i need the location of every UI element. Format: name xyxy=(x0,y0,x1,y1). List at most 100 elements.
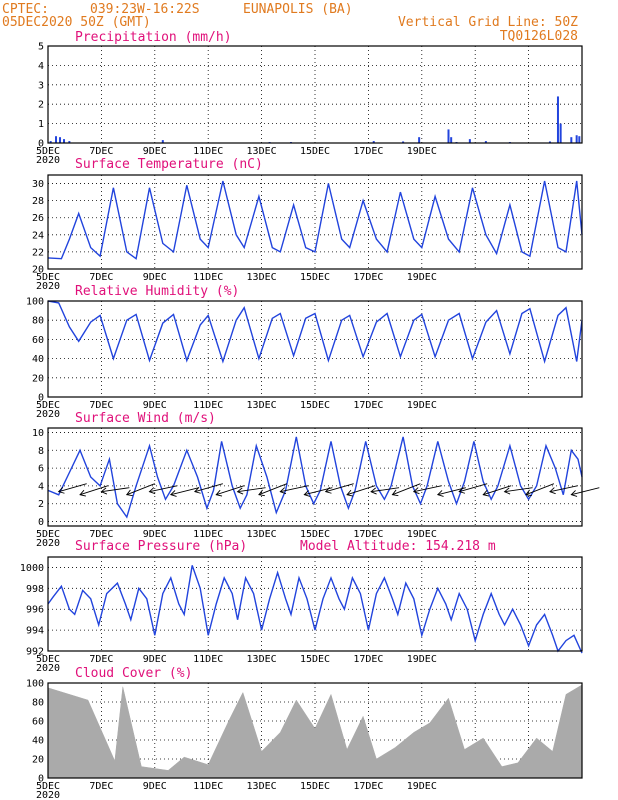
wind-arrow-head xyxy=(525,489,532,497)
wind-arrow xyxy=(549,485,579,493)
wind-arrow xyxy=(79,485,109,496)
precip-bar xyxy=(59,137,62,143)
x-tick-label: 5DEC xyxy=(36,272,60,283)
x-tick-label: 17DEC xyxy=(353,529,383,540)
x-tick-label: 5DEC xyxy=(36,654,60,665)
y-tick-label: 40 xyxy=(32,354,44,365)
x-tick-label: 19DEC xyxy=(407,146,437,157)
precip-bar xyxy=(575,135,578,143)
y-tick-label: 0 xyxy=(38,774,44,785)
wind-arrow xyxy=(101,487,130,493)
wind-arrow-head xyxy=(391,489,399,497)
series-line xyxy=(47,300,583,365)
x-tick-label: 17DEC xyxy=(353,400,383,411)
header-code: TQ0126L028 xyxy=(500,29,578,44)
wind-arrow xyxy=(483,485,512,496)
precip-bar xyxy=(559,123,562,143)
y-tick-label: 60 xyxy=(32,717,44,728)
y-tick-label: 4 xyxy=(38,61,44,72)
panels: 5DEC 7DEC 9DEC 11DEC 13DEC 15DEC 17DEC 19DEC202… xyxy=(20,30,600,800)
wind-arrow-head xyxy=(125,489,133,497)
x-tick-label: 13DEC xyxy=(247,654,277,665)
wind-arrow-head xyxy=(279,487,287,495)
wind-arrow xyxy=(346,485,376,496)
y-tick-label: 22 xyxy=(32,247,44,258)
wind-arrow-head xyxy=(458,486,466,494)
x-tick-label: 9DEC xyxy=(143,272,167,283)
x-year-label: 2020 xyxy=(36,155,60,166)
header-grid-note: Vertical Grid Line: 50Z xyxy=(398,15,578,30)
precip-bar xyxy=(68,141,71,143)
panel-frame xyxy=(47,174,583,270)
y-tick-label: 2 xyxy=(38,100,44,111)
y-tick-label: 992 xyxy=(26,647,44,658)
x-tick-label: 11DEC xyxy=(193,400,223,411)
x-tick-label: 17DEC xyxy=(353,272,383,283)
panel-frame xyxy=(47,427,583,527)
x-year-label: 2020 xyxy=(36,663,60,674)
x-year-label: 2020 xyxy=(36,409,60,420)
y-tick-label: 0 xyxy=(38,139,44,150)
x-tick-label: 11DEC xyxy=(193,146,223,157)
wind-arrow xyxy=(126,483,155,496)
x-tick-label: 17DEC xyxy=(353,654,383,665)
wind-arrow-head xyxy=(370,487,377,495)
precip-bar xyxy=(556,96,559,143)
y-tick-label: 4 xyxy=(38,481,44,492)
y-tick-label: 40 xyxy=(32,736,44,747)
panel-title: Surface Wind (m/s) xyxy=(75,411,216,426)
y-tick-label: 2 xyxy=(38,499,44,510)
x-tick-label: 13DEC xyxy=(247,529,277,540)
y-tick-label: 6 xyxy=(38,464,44,475)
wind-arrow-head xyxy=(503,487,511,495)
x-tick-label: 17DEC xyxy=(353,781,383,792)
x-tick-label: 5DEC xyxy=(36,146,60,157)
wind-arrow-head xyxy=(215,489,223,497)
y-tick-label: 100 xyxy=(26,679,44,690)
wind-arrow xyxy=(237,487,266,493)
x-tick-label: 15DEC xyxy=(300,529,330,540)
precip-bar xyxy=(484,141,487,143)
precip-bar xyxy=(447,129,450,143)
x-tick-label: 11DEC xyxy=(193,529,223,540)
x-tick-label: 5DEC xyxy=(36,400,60,411)
y-tick-label: 80 xyxy=(32,698,44,709)
wind-arrow xyxy=(194,483,223,493)
y-tick-label: 80 xyxy=(32,316,44,327)
wind-arrow-head xyxy=(258,489,265,497)
wind-arrow xyxy=(149,485,178,493)
x-tick-label: 13DEC xyxy=(247,146,277,157)
precip-bar xyxy=(161,140,164,143)
x-tick-label: 19DEC xyxy=(407,654,437,665)
x-tick-label: 11DEC xyxy=(193,781,223,792)
y-tick-label: 0 xyxy=(38,517,44,528)
panel-frame xyxy=(47,682,583,779)
wind-arrow xyxy=(504,487,533,493)
wind-arrow xyxy=(58,483,87,493)
y-tick-label: 20 xyxy=(32,755,44,766)
wind-arrow xyxy=(216,485,245,496)
x-tick-label: 19DEC xyxy=(407,781,437,792)
series-line xyxy=(47,565,583,654)
wind-arrow-head xyxy=(148,487,156,495)
wind-arrow xyxy=(304,487,333,496)
precip-bar xyxy=(55,136,58,143)
x-tick-label: 13DEC xyxy=(247,781,277,792)
header-init: 05DEC2020 50Z (GMT) xyxy=(2,15,151,30)
wind-arrow xyxy=(258,483,288,496)
y-tick-label: 8 xyxy=(38,446,44,457)
precip-bar xyxy=(402,141,405,143)
x-tick-label: 9DEC xyxy=(143,654,167,665)
y-tick-label: 60 xyxy=(32,335,44,346)
y-tick-label: 3 xyxy=(38,80,44,91)
x-tick-label: 15DEC xyxy=(300,400,330,411)
wind-arrow-head xyxy=(236,487,244,495)
x-tick-label: 9DEC xyxy=(143,400,167,411)
y-tick-label: 1 xyxy=(38,119,44,130)
precip-bar xyxy=(49,141,52,143)
y-tick-label: 26 xyxy=(32,213,44,224)
precip-bar xyxy=(63,139,66,143)
wind-arrow-head xyxy=(549,487,556,495)
wind-arrow xyxy=(525,483,555,496)
